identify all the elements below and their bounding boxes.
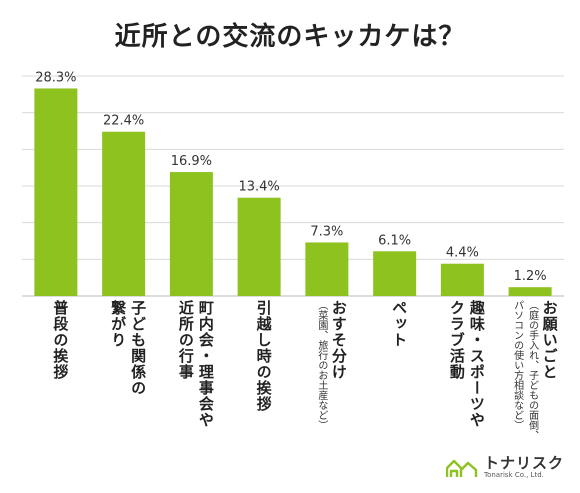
bar-chart: 28.3% 22.4% 16.9% 13.4% 7.3% 6.1% 4.4% 1.2% <box>22 70 564 297</box>
house-logo-icon <box>445 459 478 477</box>
category-label-line: おすそ分け <box>329 300 348 380</box>
bar <box>237 197 281 296</box>
category-label-line: クラブ活動 <box>447 300 466 380</box>
category-label-line: 普段の挨拶 <box>51 300 70 380</box>
data-label: 28.3% <box>35 70 76 85</box>
bar <box>169 172 213 296</box>
category-label: おすそ分け （菜園、旅行のお土産など） <box>315 300 348 430</box>
category-note-line: （庭の手入れ、子どもの面倒、 <box>526 300 538 440</box>
brand-subtitle: Tonarisk Co., Ltd. <box>483 471 544 479</box>
category-label-line: 繋がり <box>109 300 128 348</box>
bar <box>440 263 484 296</box>
data-label: 16.9% <box>171 154 212 169</box>
category-label-line: 近所の行事 <box>176 300 195 380</box>
data-label: 22.4% <box>103 114 144 129</box>
data-label: 7.3% <box>310 224 343 239</box>
data-label: 1.2% <box>514 269 547 284</box>
category-label: 趣味・スポーツや クラブ活動 <box>447 300 486 428</box>
category-label-line: 引越し時の挨拶 <box>254 300 273 412</box>
brand-logo: トナリスク Tonarisk Co., Ltd. <box>445 454 564 479</box>
category-label: 普段の挨拶 <box>51 300 70 380</box>
category-label-line: 町内会・理事会や <box>196 300 215 428</box>
bars <box>34 88 552 296</box>
bar <box>34 88 78 296</box>
data-label: 6.1% <box>378 233 411 248</box>
category-note-line: （菜園、旅行のお土産など） <box>315 300 327 430</box>
category-label-line: 子ども関係の <box>129 300 148 396</box>
brand-name: トナリスク <box>483 454 564 472</box>
category-note-line: パソコンの使い方相談など） <box>511 300 523 430</box>
bar <box>508 287 552 296</box>
category-label: 町内会・理事会や 近所の行事 <box>176 300 215 428</box>
data-label: 13.4% <box>238 180 279 195</box>
category-label-line: ペット <box>390 300 409 348</box>
bar <box>102 131 146 296</box>
chart-title: 近所との交流のキッカケは？ <box>114 22 466 52</box>
category-label: ペット <box>390 300 409 348</box>
value-labels: 28.3% 22.4% 16.9% 13.4% 7.3% 6.1% 4.4% 1.2% <box>35 70 546 284</box>
category-label-line: 趣味・スポーツや <box>467 300 486 428</box>
category-label-line: お願いごと <box>540 300 559 380</box>
bar <box>305 242 349 296</box>
data-label: 4.4% <box>446 246 479 261</box>
category-label: 子ども関係の 繋がり <box>109 300 148 396</box>
bar <box>373 251 417 296</box>
category-label: お願いごと （庭の手入れ、子どもの面倒、 パソコンの使い方相談など） <box>511 300 559 440</box>
category-label: 引越し時の挨拶 <box>254 300 273 412</box>
